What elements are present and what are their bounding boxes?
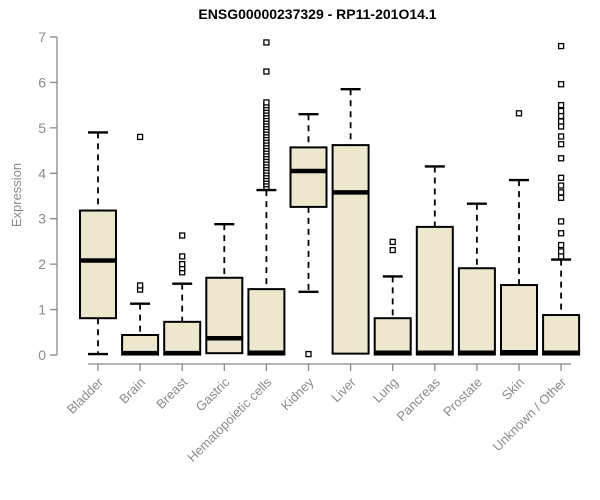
outlier-point (136, 133, 144, 141)
box-unknown-other (542, 314, 581, 356)
x-category-label: Prostate (440, 375, 485, 420)
outlier-point (389, 238, 396, 246)
x-category-label: Skin (499, 375, 527, 403)
x-category-label: Kidney (278, 374, 317, 413)
outlier-point (557, 253, 565, 260)
outlier-point (389, 246, 396, 254)
outlier-point (557, 107, 565, 115)
outlier-point (557, 248, 565, 255)
outlier-point (557, 194, 565, 201)
outlier-point (179, 253, 186, 260)
x-category-label: Unknown / Other (490, 374, 570, 454)
outlier-point (557, 241, 565, 249)
y-tick-label: 3 (38, 211, 46, 227)
x-category-label: Breast (153, 374, 190, 411)
box-pancreas (415, 225, 454, 356)
outlier-point (179, 232, 186, 239)
x-category-label: Pancreas (393, 374, 443, 424)
outlier-point (557, 118, 565, 125)
x-category-label: Liver (328, 374, 359, 405)
outlier-point (557, 189, 565, 196)
x-category-label: Gastric (193, 374, 233, 414)
outlier-point (263, 39, 270, 46)
box-gastric (205, 276, 244, 355)
outlier-point (557, 155, 565, 162)
box-lung (373, 317, 412, 356)
y-tick-label: 7 (38, 29, 46, 45)
outlier-point (557, 182, 565, 189)
outlier-point (557, 174, 565, 181)
box-skin (500, 284, 538, 356)
outlier-point (515, 110, 523, 117)
outlier-point (557, 218, 565, 225)
y-tick-label: 4 (38, 165, 46, 181)
outlier-point (179, 260, 186, 268)
outlier-point (263, 68, 270, 75)
outlier-point (557, 101, 565, 109)
outlier-point (305, 350, 312, 358)
outlier-point (557, 141, 565, 148)
y-tick-label: 1 (38, 302, 46, 318)
y-tick-label: 0 (38, 347, 46, 363)
box-kidney (289, 146, 328, 208)
y-tick-label: 6 (38, 74, 46, 90)
box-prostate (457, 267, 496, 356)
chart-title: ENSG00000237329 - RP11-201O14.1 (198, 6, 437, 22)
box-liver (331, 144, 370, 355)
outlier-point (557, 42, 565, 50)
outlier-point (557, 230, 565, 237)
box-hematopoietic-cells (247, 288, 286, 356)
box-bladder (79, 209, 117, 320)
outlier-point (136, 282, 144, 289)
outlier-point (557, 123, 565, 130)
box-breast (163, 320, 202, 356)
y-tick-label: 5 (38, 120, 46, 136)
x-category-label: Lung (370, 375, 401, 406)
outlier-point (557, 133, 565, 140)
y-tick-label: 2 (38, 256, 46, 272)
x-category-label: Bladder (64, 374, 107, 417)
outlier-point (557, 112, 565, 120)
outlier-point (263, 99, 270, 106)
outlier-point (557, 81, 565, 88)
x-category-label: Brain (116, 375, 148, 407)
